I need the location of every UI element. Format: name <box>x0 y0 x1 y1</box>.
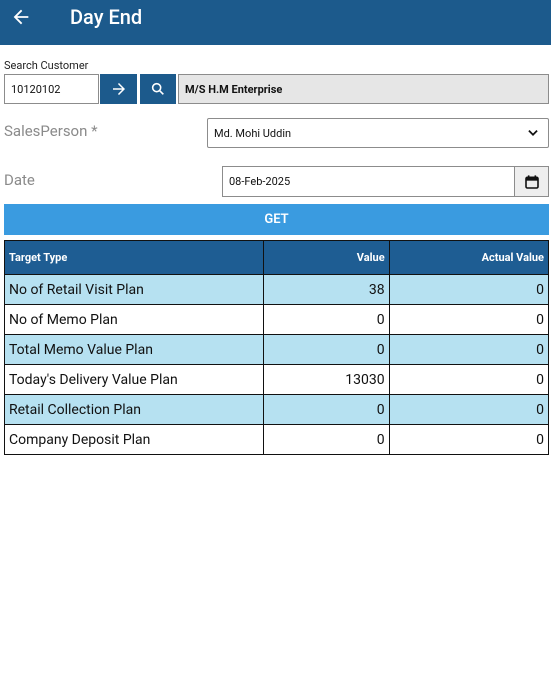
dropdown-icon <box>528 130 538 136</box>
table-cell: 0 <box>388 304 550 335</box>
table-cell: Company Deposit Plan <box>3 424 265 455</box>
column-header: Value <box>263 240 390 275</box>
table-cell: 0 <box>263 334 390 365</box>
table-cell: 0 <box>263 424 390 455</box>
table-cell: No of Retail Visit Plan <box>3 274 265 305</box>
customer-name: M/S H.M Enterprise <box>178 74 549 104</box>
table-cell: 38 <box>263 274 390 305</box>
table-row: Company Deposit Plan 0 0 <box>3 424 550 455</box>
table-cell: Retail Collection Plan <box>3 394 265 425</box>
search-label: Search Customer <box>4 59 89 72</box>
table-row: Today's Delivery Value Plan 13030 0 <box>3 364 550 395</box>
table-cell: 0 <box>388 334 550 365</box>
table-cell: 0 <box>263 394 390 425</box>
search-button[interactable] <box>140 74 176 104</box>
table-cell: 0 <box>388 274 550 305</box>
table-cell: 13030 <box>263 364 390 395</box>
app-bar <box>0 0 551 45</box>
table-cell: 0 <box>388 424 550 455</box>
table-cell: 0 <box>388 364 550 395</box>
table-cell: 0 <box>388 394 550 425</box>
table-cell: Today's Delivery Value Plan <box>3 364 265 395</box>
salesperson-label: SalesPerson * <box>4 122 98 140</box>
get-button[interactable]: GET <box>4 204 549 235</box>
salesperson-value: Md. Mohi Uddin <box>214 126 292 140</box>
back-button[interactable] <box>10 6 32 28</box>
table-cell: Total Memo Value Plan <box>3 334 265 365</box>
date-input[interactable]: 08-Feb-2025 <box>222 166 515 197</box>
column-header: Actual Value <box>388 240 550 275</box>
table-row: No of Retail Visit Plan 38 0 <box>3 274 550 305</box>
table-row: No of Memo Plan 0 0 <box>3 304 550 335</box>
customer-id-input[interactable]: 10120102 <box>4 74 99 104</box>
table-cell: 0 <box>263 304 390 335</box>
column-header: Target Type <box>3 240 265 275</box>
table-cell: No of Memo Plan <box>3 304 265 335</box>
title: Day End <box>70 5 143 29</box>
calendar-button[interactable] <box>514 166 549 197</box>
table-row: Total Memo Value Plan 0 0 <box>3 334 550 365</box>
target-table: Target Type Value Actual Value No of Retai… <box>3 240 550 455</box>
salesperson-select[interactable]: Md. Mohi Uddin <box>207 118 549 148</box>
date-label: Date <box>4 171 35 189</box>
header-row: Target Type Value Actual Value <box>3 240 550 275</box>
table-row: Retail Collection Plan 0 0 <box>3 394 550 425</box>
go-button[interactable] <box>100 74 137 104</box>
